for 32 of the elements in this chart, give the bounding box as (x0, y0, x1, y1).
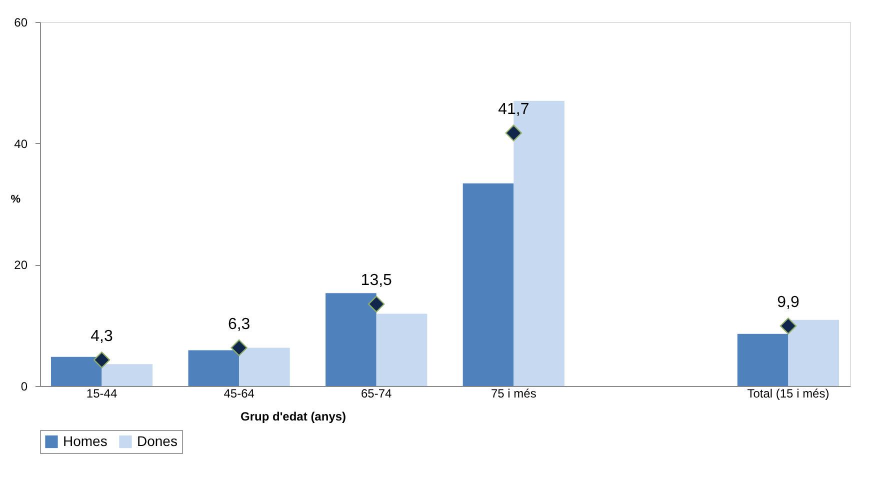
data-label: 13,5 (360, 272, 392, 290)
bar (239, 348, 290, 386)
x-tick-label: 45-64 (224, 386, 255, 400)
point (230, 339, 248, 356)
y-tick-label: 20 (14, 258, 28, 272)
x-tick-label: Total (15 i més) (747, 386, 830, 400)
point (505, 124, 522, 142)
legend-label: Homes (63, 432, 108, 449)
bar (50, 356, 102, 386)
y-tick-label: 60 (14, 16, 28, 30)
data-label: 41,7 (498, 101, 530, 118)
data-label: 6,3 (228, 316, 250, 333)
y-tick-label: 40 (14, 136, 28, 151)
bar (462, 183, 514, 386)
y-axis-title: % (10, 194, 21, 206)
bar (188, 350, 240, 386)
data-label: 4,3 (90, 328, 113, 345)
data-label: 9,9 (777, 294, 800, 311)
x-axis-title: Grup d'edat (anys) (240, 410, 346, 424)
y-tick-label: 0 (20, 380, 28, 394)
bar (326, 293, 376, 386)
x-tick-label: 15-44 (86, 386, 118, 400)
point (93, 352, 110, 368)
bar (102, 364, 153, 386)
x-tick-label: 75 i més (490, 386, 536, 400)
bar (376, 314, 428, 386)
point (368, 296, 385, 312)
point (780, 318, 797, 334)
legend-label: Dones (137, 432, 178, 449)
x-tick-label: 65-74 (361, 386, 392, 400)
bar (788, 320, 840, 386)
bar (737, 334, 788, 386)
